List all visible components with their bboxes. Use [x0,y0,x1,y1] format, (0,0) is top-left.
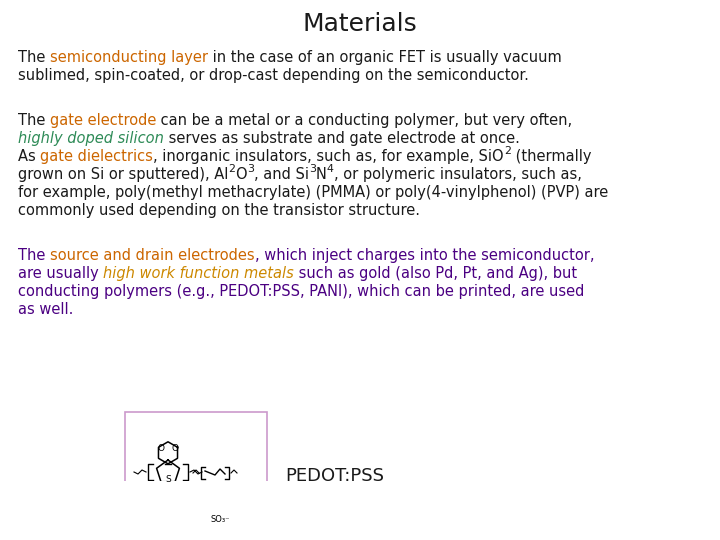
Text: O: O [171,444,179,453]
Text: serves as substrate and gate electrode at once.: serves as substrate and gate electrode a… [164,131,520,146]
Text: semiconducting layer: semiconducting layer [50,50,208,65]
Text: 2: 2 [504,146,510,156]
Text: gate electrode: gate electrode [50,113,156,128]
Text: commonly used depending on the transistor structure.: commonly used depending on the transisto… [18,203,420,218]
Text: as well.: as well. [18,302,73,317]
Text: grown on Si or sputtered), Al: grown on Si or sputtered), Al [18,167,228,182]
Text: are usually: are usually [18,266,104,281]
Text: O: O [235,167,247,182]
Text: N: N [316,167,327,182]
Text: high work function metals: high work function metals [104,266,294,281]
Text: in the case of an organic FET is usually vacuum: in the case of an organic FET is usually… [208,50,562,65]
Text: sublimed, spin-coated, or drop-cast depending on the semiconductor.: sublimed, spin-coated, or drop-cast depe… [18,68,529,83]
Text: 4: 4 [327,164,333,174]
Text: gate dielectrics: gate dielectrics [40,149,153,164]
Text: PEDOT:PSS: PEDOT:PSS [285,467,384,485]
Text: source and drain electrodes: source and drain electrodes [50,248,255,263]
Text: The: The [18,50,50,65]
Text: for example, poly(methyl methacrylate) (PMMA) or poly(4-vinylphenol) (PVP) are: for example, poly(methyl methacrylate) (… [18,185,608,200]
Text: O: O [158,444,164,453]
Text: As: As [18,149,40,164]
Text: highly doped silicon: highly doped silicon [18,131,164,146]
Text: 3: 3 [309,164,316,174]
Text: (thermally: (thermally [510,149,591,164]
Bar [125,412,267,530]
Text: , which inject charges into the semiconductor,: , which inject charges into the semicond… [255,248,594,263]
Text: , and Si: , and Si [254,167,309,182]
Text: S: S [165,475,171,484]
Text: such as gold (also Pd, Pt, and Ag), but: such as gold (also Pd, Pt, and Ag), but [294,266,577,281]
Text: conducting polymers (e.g., PEDOT:PSS, PANI), which can be printed, are used: conducting polymers (e.g., PEDOT:PSS, PA… [18,284,585,299]
Text: 2: 2 [228,164,235,174]
Text: 3: 3 [247,164,254,174]
Text: , inorganic insulators, such as, for example, SiO: , inorganic insulators, such as, for exa… [153,149,504,164]
Text: Materials: Materials [302,12,418,36]
Text: , or polymeric insulators, such as,: , or polymeric insulators, such as, [333,167,582,182]
Text: The: The [18,113,50,128]
Text: SO₃⁻: SO₃⁻ [210,515,230,524]
Text: The: The [18,248,50,263]
Text: can be a metal or a conducting polymer, but very often,: can be a metal or a conducting polymer, … [156,113,572,128]
